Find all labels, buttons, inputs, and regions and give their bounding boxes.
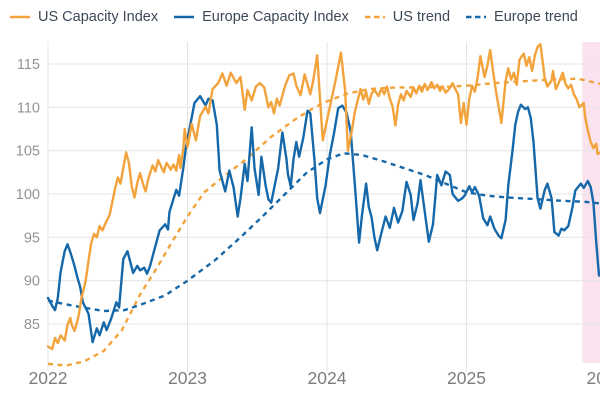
x-tick-label: 2025 <box>447 368 486 388</box>
legend-item-us-capacity-index: US Capacity Index <box>9 9 158 25</box>
series-us-capacity-index <box>46 42 600 351</box>
x-tick-label: 2024 <box>308 368 347 388</box>
europe-capacity-line-swatch-icon <box>174 15 195 19</box>
legend-label: US trend <box>392 9 451 25</box>
y-tick-label: 85 <box>24 317 40 333</box>
legend-label: Europe Capacity Index <box>202 9 349 25</box>
y-tick-label: 90 <box>24 274 40 290</box>
us-trend-dashed-swatch-icon <box>364 15 385 19</box>
y-tick-label: 115 <box>17 57 40 73</box>
x-tick-label: 2022 <box>29 368 68 388</box>
y-tick-label: 95 <box>24 230 40 246</box>
legend-item-europe-trend: Europe trend <box>465 9 578 25</box>
legend-label: US Capacity Index <box>38 9 159 25</box>
europe-trend-dashed-swatch-icon <box>466 15 487 19</box>
series-us-trend <box>47 77 600 367</box>
legend-item-us-trend: US trend <box>364 9 450 25</box>
y-tick-label: 110 <box>17 100 40 116</box>
y-tick-label: 100 <box>16 187 40 203</box>
x-tick-label: 2026 <box>587 368 600 388</box>
y-tick-label: 105 <box>16 144 40 160</box>
series-europe-capacity-index <box>46 94 600 344</box>
x-tick-label: 2023 <box>168 368 207 388</box>
series-europe-trend <box>47 152 600 313</box>
legend-label: Europe trend <box>494 9 578 25</box>
legend-item-europe-capacity-index: Europe Capacity Index <box>173 9 349 25</box>
us-capacity-line-swatch-icon <box>10 15 30 19</box>
chart-legend: US Capacity Index Europe Capacity Index … <box>9 9 578 25</box>
